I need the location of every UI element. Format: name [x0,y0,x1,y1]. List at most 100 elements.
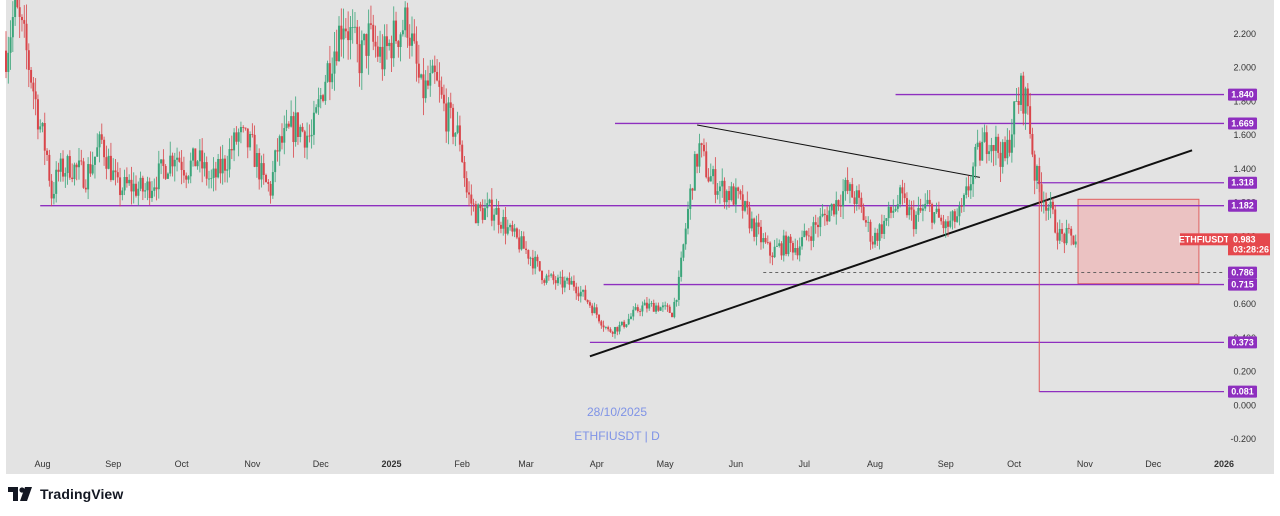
candle-body [499,224,502,229]
tradingview-logo-icon [8,487,32,501]
candle-body [315,107,318,113]
candle-body [39,126,42,130]
candle-body [981,141,984,161]
candle-body [835,200,838,215]
candle-body [905,198,908,216]
candle-body [417,63,420,78]
candle-body [716,191,719,195]
candle-body [493,214,496,221]
candle-body [353,26,356,28]
candle-body [14,0,17,18]
candle-body [1054,209,1057,233]
candle-body [714,169,717,195]
candle-body [219,158,222,174]
candle-body [1026,88,1029,107]
candle-body [182,170,185,176]
candle-body [801,237,804,247]
candle-body [896,204,899,209]
candle-body [819,216,822,228]
candle-body [141,177,144,192]
candle-body [100,134,103,140]
tradingview-brand[interactable]: TradingView [8,486,123,502]
candle-body [347,31,350,41]
candle-body [858,190,861,198]
candle-body [449,102,452,108]
candle-body [666,305,669,307]
candle-body [860,197,863,208]
candle-body [1042,201,1045,203]
candle-body [867,221,870,223]
candle-body [385,36,388,47]
candle-body [128,179,131,184]
x-tick-label: Jun [729,459,744,469]
candle-body [267,182,270,184]
candle-body [636,307,639,312]
candle-body [680,257,683,277]
x-tick-label: Aug [34,459,50,469]
candle-body [915,214,918,230]
candle-body [534,256,537,269]
candle-body [759,226,762,243]
candle-body [319,95,322,100]
candle-body [458,125,461,145]
candle-body [595,307,598,315]
candle-body [657,305,660,311]
x-tick-label: Oct [1007,459,1022,469]
candle-body [452,107,455,137]
candle-body [406,7,409,38]
candle-body [25,23,28,51]
candle-body [351,27,354,28]
candle-body [956,216,959,222]
candle-body [312,112,315,135]
candle-body [728,191,731,201]
candle-body [180,161,183,171]
candle-body [73,164,76,180]
candle-body [933,212,936,223]
candle-body [46,150,49,155]
chart-background [6,0,1274,474]
candle-body [411,33,413,46]
candle-body [812,222,815,241]
candle-body [479,204,482,209]
candle-body [983,132,986,142]
candle-body [153,187,156,191]
candle-body [1074,241,1077,245]
candle-body [848,184,851,191]
candle-body [810,236,813,241]
price-chart[interactable]: 28/10/2025 ETHFIUSDT | D 2.200 2.000 1.800… [0,0,1280,476]
level-price-tag [1228,88,1257,101]
candle-body [392,20,395,59]
candle-body [150,190,153,199]
candle-body [887,206,890,219]
candle-body [20,16,23,21]
candle-body [11,17,14,38]
candle-body [559,276,562,278]
candle-body [522,236,525,249]
candle-body [675,299,678,302]
candle-body [953,211,956,222]
candle-body [399,34,402,48]
candle-body [162,159,165,167]
candle-body [550,274,553,276]
candle-body [235,132,238,142]
candle-body [974,146,977,167]
candle-body [978,142,981,161]
candle-body [187,176,190,180]
candle-body [734,187,737,205]
candle-body [908,207,911,216]
candle-body [125,176,128,184]
candle-body [506,227,509,234]
candle-body [214,168,217,178]
candle-body [135,183,138,196]
candle-body [356,26,359,45]
rising-trendline [589,149,1193,358]
level-price-text: 0.715 [1231,280,1254,290]
candle-body [837,200,840,206]
candle-body [668,306,671,313]
candle-body [468,192,471,195]
candle-body [52,193,55,199]
candle-body [292,116,295,143]
candle-body [874,232,877,245]
candle-body [436,71,439,81]
candle-body [791,243,794,253]
